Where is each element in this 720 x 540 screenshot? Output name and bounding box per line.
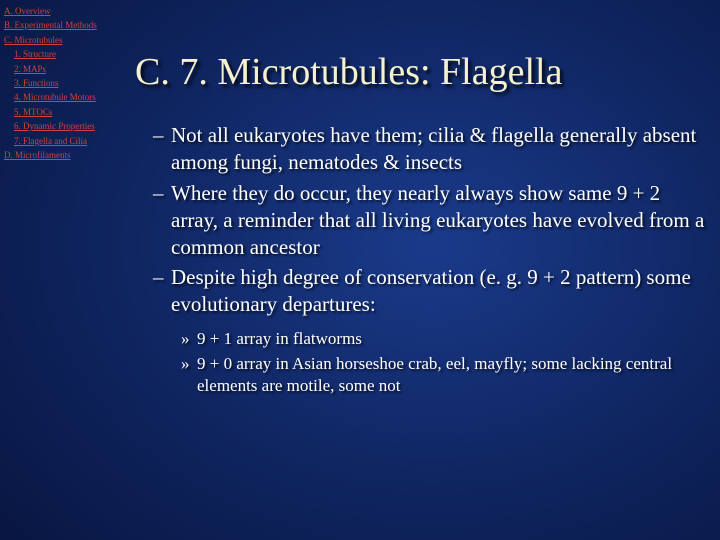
slide-title: C. 7. Microtubules: Flagella: [135, 50, 705, 94]
sub-bullet-item: 9 + 0 array in Asian horseshoe crab, eel…: [181, 353, 705, 397]
bullet-list: Not all eukaryotes have them; cilia & fl…: [135, 122, 705, 318]
nav-link-structure[interactable]: 1. Structure: [4, 47, 134, 61]
sub-bullet-list: 9 + 1 array in flatworms 9 + 0 array in …: [135, 328, 705, 397]
nav-link-dynamic[interactable]: 6. Dynamic Properties: [4, 119, 134, 133]
nav-link-microfilaments[interactable]: D. Microfilaments: [4, 148, 134, 162]
slide-content: C. 7. Microtubules: Flagella Not all euk…: [135, 50, 705, 400]
sub-bullet-item: 9 + 1 array in flatworms: [181, 328, 705, 350]
nav-link-overview[interactable]: A. Overview: [4, 4, 134, 18]
nav-link-functions[interactable]: 3. Functions: [4, 76, 134, 90]
nav-link-microtubules[interactable]: C. Microtubules: [4, 33, 134, 47]
bullet-item: Despite high degree of conservation (e. …: [153, 264, 705, 318]
bullet-item: Where they do occur, they nearly always …: [153, 180, 705, 261]
nav-link-maps[interactable]: 2. MAPs: [4, 62, 134, 76]
bullet-item: Not all eukaryotes have them; cilia & fl…: [153, 122, 705, 176]
nav-link-experimental[interactable]: B. Experimental Methods: [4, 18, 134, 32]
outline-sidebar: A. Overview B. Experimental Methods C. M…: [4, 4, 134, 162]
nav-link-flagella[interactable]: 7. Flagella and Cilia: [4, 134, 134, 148]
nav-link-mtocs[interactable]: 5. MTOCs: [4, 105, 134, 119]
nav-link-motors[interactable]: 4. Microtubule Motors: [4, 90, 134, 104]
